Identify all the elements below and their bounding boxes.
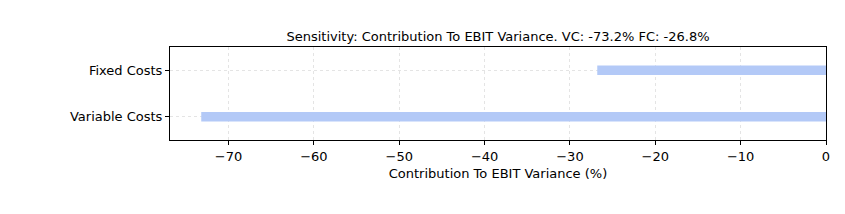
svg-text:−70: −70 [215, 149, 242, 164]
svg-text:−30: −30 [556, 149, 583, 164]
svg-text:Contribution To EBIT Variance: Contribution To EBIT Variance (%) [389, 166, 608, 181]
svg-text:−50: −50 [386, 149, 413, 164]
svg-text:−20: −20 [642, 149, 669, 164]
svg-text:Variable Costs: Variable Costs [70, 109, 163, 124]
svg-text:0: 0 [822, 149, 830, 164]
svg-text:−40: −40 [471, 149, 498, 164]
svg-text:Fixed Costs: Fixed Costs [89, 63, 163, 78]
svg-text:−60: −60 [300, 149, 327, 164]
svg-text:−10: −10 [727, 149, 754, 164]
svg-text:Sensitivity: Contribution To E: Sensitivity: Contribution To EBIT Varian… [286, 29, 709, 44]
